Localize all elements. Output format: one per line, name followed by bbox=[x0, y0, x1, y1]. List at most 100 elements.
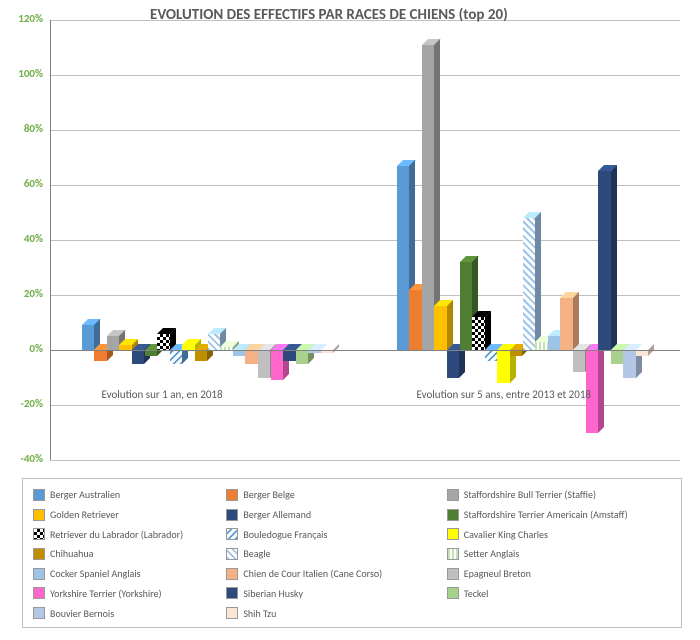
legend-row: Yorkshire Terrier (Yorkshire) Siberian Hu… bbox=[33, 584, 671, 604]
legend-label: Chihuahua bbox=[50, 547, 93, 560]
bar-side-face bbox=[535, 212, 541, 350]
legend-swatch bbox=[33, 568, 45, 580]
legend-swatch bbox=[226, 548, 238, 560]
legend-item: Retriever du Labrador (Labrador) bbox=[33, 524, 226, 544]
legend-label: Staffordshire Bull Terrier (Staffie) bbox=[464, 488, 596, 501]
legend-label: Cavalier King Charles bbox=[464, 528, 548, 541]
bar-side-face bbox=[611, 165, 617, 350]
bar bbox=[245, 350, 258, 364]
legend-item: Epagneul Breton bbox=[447, 564, 671, 584]
bar bbox=[447, 350, 460, 378]
legend: Berger Australien Berger Belge Staffordshi… bbox=[22, 478, 682, 628]
legend-label: Cocker Spaniel Anglais bbox=[50, 567, 141, 580]
legend-swatch bbox=[447, 489, 459, 501]
bar bbox=[157, 334, 170, 351]
legend-label: Setter Anglais bbox=[464, 547, 520, 560]
bar bbox=[485, 350, 498, 361]
legend-item: Chien de Cour Italien (Cane Corso) bbox=[226, 564, 446, 584]
y-tick-label: -40% bbox=[5, 452, 43, 465]
legend-item: Bouledogue Français bbox=[226, 524, 446, 544]
gridline bbox=[50, 75, 680, 76]
bar bbox=[548, 336, 561, 350]
gridline bbox=[50, 185, 680, 186]
legend-item: Berger Australien bbox=[33, 485, 226, 505]
y-tick-label: 20% bbox=[5, 287, 43, 300]
legend-item: Chihuahua bbox=[33, 544, 226, 564]
bar bbox=[623, 350, 636, 378]
legend-item: Bouvier Bernois bbox=[33, 603, 226, 623]
bar-side-face bbox=[598, 344, 604, 433]
legend-swatch bbox=[226, 489, 238, 501]
legend-label: Yorkshire Terrier (Yorkshire) bbox=[50, 587, 162, 600]
legend-item: Shih Tzu bbox=[226, 603, 446, 623]
bar bbox=[611, 350, 624, 364]
legend-label: Siberian Husky bbox=[243, 587, 303, 600]
legend-swatch bbox=[226, 568, 238, 580]
legend-swatch bbox=[447, 548, 459, 560]
legend-swatch bbox=[226, 528, 238, 540]
legend-item: Staffordshire Bull Terrier (Staffie) bbox=[447, 485, 671, 505]
bar bbox=[271, 350, 284, 380]
legend-item: Yorkshire Terrier (Yorkshire) bbox=[33, 584, 226, 604]
bar bbox=[573, 350, 586, 372]
legend-swatch bbox=[447, 528, 459, 540]
legend-label: Shih Tzu bbox=[243, 607, 276, 620]
legend-row: Bouvier Bernois Shih Tzu bbox=[33, 603, 671, 623]
bar bbox=[397, 166, 410, 350]
legend-swatch bbox=[33, 489, 45, 501]
legend-swatch bbox=[226, 607, 238, 619]
gridline bbox=[50, 460, 680, 461]
y-tick-label: 40% bbox=[5, 232, 43, 245]
bar bbox=[460, 262, 473, 350]
category-label: Evolution sur 1 an, en 2018 bbox=[102, 388, 223, 401]
legend-swatch bbox=[33, 509, 45, 521]
bar bbox=[94, 350, 107, 361]
legend-swatch bbox=[447, 568, 459, 580]
legend-label: Berger Australien bbox=[50, 488, 120, 501]
bar bbox=[208, 334, 221, 351]
legend-item: Berger Belge bbox=[226, 485, 446, 505]
legend-label: Retriever du Labrador (Labrador) bbox=[50, 528, 183, 541]
legend-item: Cavalier King Charles bbox=[447, 524, 671, 544]
bar bbox=[523, 218, 536, 350]
bar bbox=[560, 298, 573, 350]
bar bbox=[170, 350, 183, 364]
legend-label: Bouvier Bernois bbox=[50, 607, 114, 620]
bar bbox=[472, 317, 485, 350]
y-tick-label: -20% bbox=[5, 397, 43, 410]
legend-label: Berger Allemand bbox=[243, 508, 311, 521]
legend-swatch bbox=[33, 587, 45, 599]
legend-swatch bbox=[33, 528, 45, 540]
legend-item: Siberian Husky bbox=[226, 584, 446, 604]
zero-line bbox=[50, 350, 680, 351]
y-tick-label: 120% bbox=[5, 12, 43, 25]
bar bbox=[132, 350, 145, 364]
legend-item: Teckel bbox=[447, 584, 671, 604]
bar bbox=[535, 342, 548, 350]
legend-label: Staffordshire Terrier Americain (Amstaff… bbox=[464, 508, 628, 521]
chart-title: EVOLUTION DES EFFECTIFS PAR RACES DE CHI… bbox=[150, 6, 508, 24]
legend-item: Golden Retriever bbox=[33, 505, 226, 525]
legend-swatch bbox=[226, 509, 238, 521]
category-label: Evolution sur 5 ans, entre 2013 et 2018 bbox=[417, 388, 592, 401]
bar bbox=[283, 350, 296, 361]
legend-swatch bbox=[33, 548, 45, 560]
gridline bbox=[50, 295, 680, 296]
gridline bbox=[50, 130, 680, 131]
y-tick-label: 80% bbox=[5, 122, 43, 135]
bar bbox=[107, 336, 120, 350]
legend-item: Staffordshire Terrier Americain (Amstaff… bbox=[447, 505, 671, 525]
bar bbox=[497, 350, 510, 383]
legend-swatch bbox=[447, 509, 459, 521]
legend-item: Berger Allemand bbox=[226, 505, 446, 525]
y-tick-label: 0% bbox=[5, 342, 43, 355]
bar bbox=[422, 45, 435, 350]
bar bbox=[82, 325, 95, 350]
chart-container: { "chart": { "type": "bar", "title": "EV… bbox=[0, 0, 700, 640]
legend-label: Chien de Cour Italien (Cane Corso) bbox=[243, 567, 382, 580]
bar-side-face bbox=[447, 300, 453, 350]
legend-row: Golden Retriever Berger Allemand Staffords… bbox=[33, 505, 671, 525]
legend-row: Berger Australien Berger Belge Staffordshi… bbox=[33, 485, 671, 505]
legend-item: Beagle bbox=[226, 544, 446, 564]
bar bbox=[409, 290, 422, 351]
